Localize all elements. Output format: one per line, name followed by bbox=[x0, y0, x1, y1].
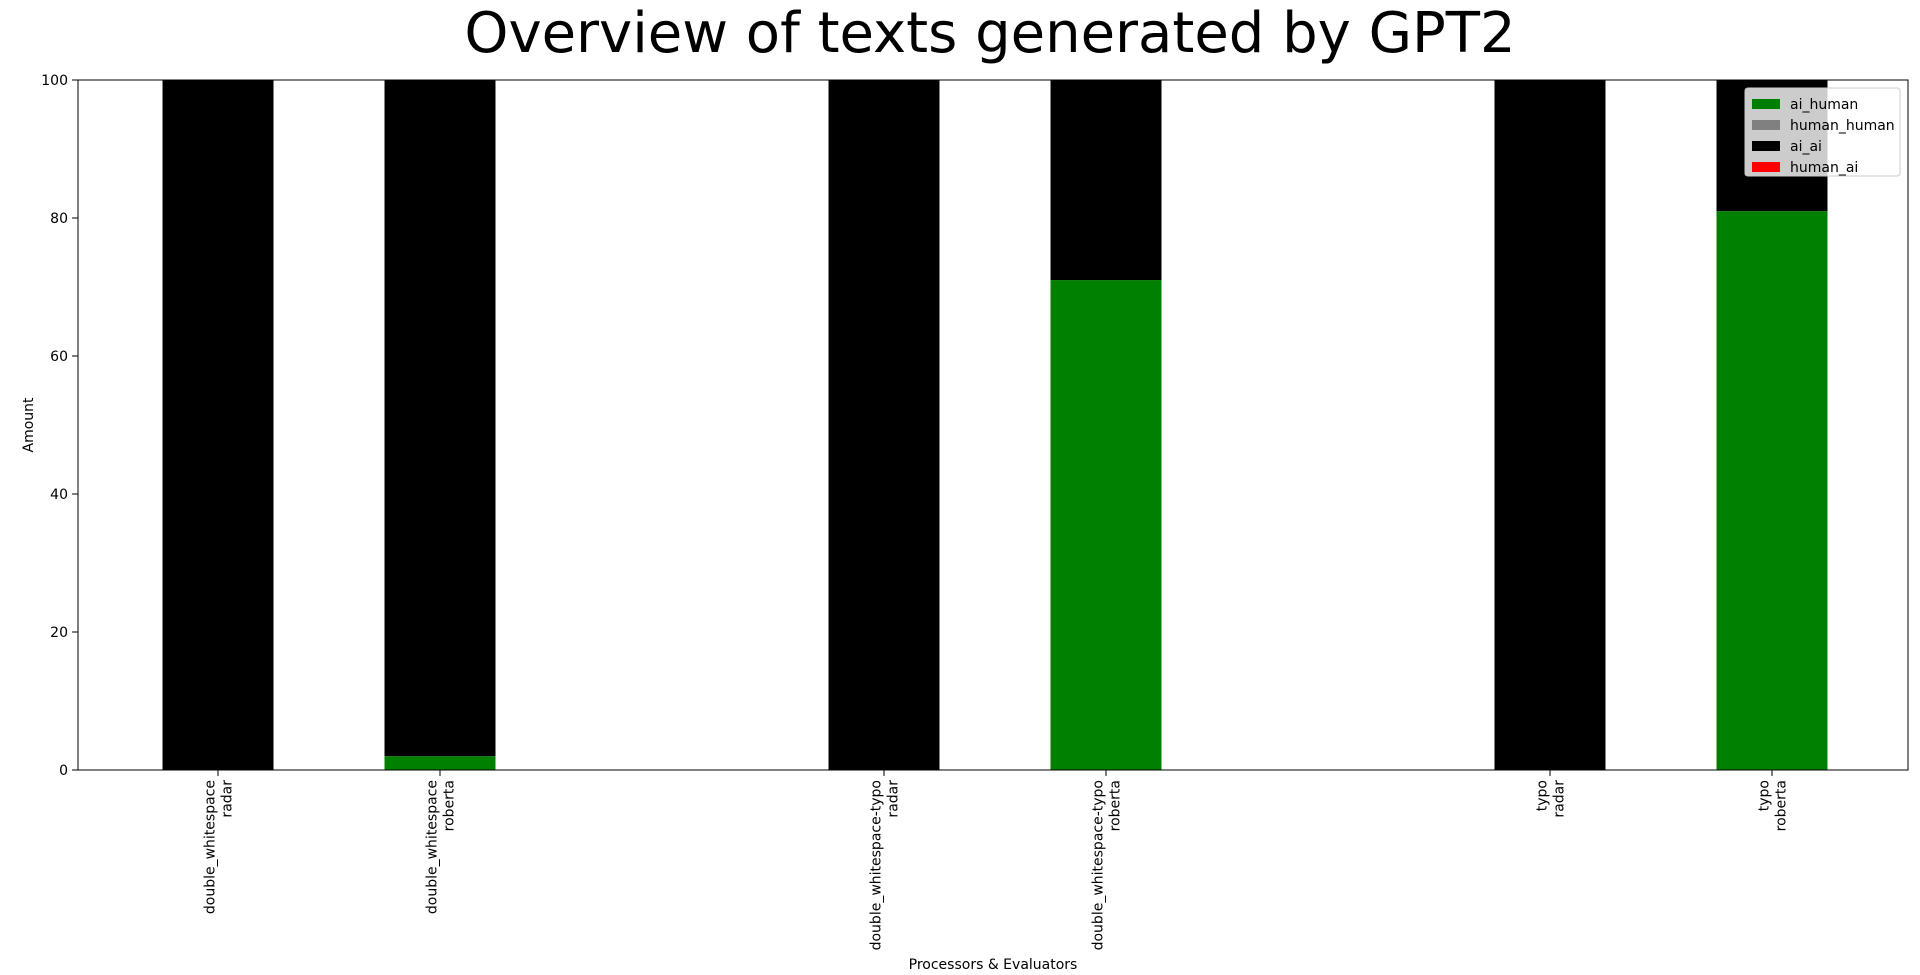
x-tick-label-line: roberta bbox=[1108, 780, 1124, 831]
x-tick-label: double_whitespace roberta bbox=[425, 780, 458, 914]
bar-ai_ai-2 bbox=[828, 80, 940, 770]
y-tick-label: 20 bbox=[50, 625, 68, 641]
y-tick-label: 60 bbox=[50, 349, 68, 365]
bar-ai_human-5 bbox=[1716, 211, 1828, 771]
legend-label-ai_human: ai_human bbox=[1790, 97, 1858, 113]
x-tick-label-line: double_whitespace-typo bbox=[1091, 780, 1107, 950]
legend-swatch-ai_human bbox=[1752, 99, 1780, 109]
bar-ai_ai-1 bbox=[384, 80, 496, 757]
bar-ai_ai-4 bbox=[1494, 80, 1606, 770]
legend-swatch-human_ai bbox=[1752, 162, 1780, 172]
x-tick-label-line: double_whitespace-typo bbox=[869, 780, 885, 950]
x-tick-label-line: radar bbox=[886, 780, 902, 818]
x-axis-label: Processors & Evaluators bbox=[909, 957, 1078, 973]
legend-swatch-ai_ai bbox=[1752, 141, 1780, 151]
legend-swatch-human_human bbox=[1752, 120, 1780, 130]
bars-layer bbox=[162, 80, 1828, 771]
x-tick-label-line: typo bbox=[1757, 780, 1773, 811]
y-tick-label: 0 bbox=[59, 763, 68, 779]
y-axis-label: Amount bbox=[21, 397, 37, 453]
x-tick-label-line: radar bbox=[1552, 780, 1568, 818]
x-tick-label-line: double_whitespace bbox=[425, 780, 441, 914]
x-axis: double_whitespace radar double_whitespace r… bbox=[203, 770, 1790, 950]
x-tick-label-line: roberta bbox=[1774, 780, 1790, 831]
y-tick-label: 80 bbox=[50, 211, 68, 227]
x-tick-label-line: roberta bbox=[442, 780, 458, 831]
bar-ai_human-1 bbox=[384, 756, 496, 770]
y-tick-label: 100 bbox=[41, 73, 68, 89]
x-tick-label-line: typo bbox=[1535, 780, 1551, 811]
x-tick-label-line: radar bbox=[220, 780, 236, 818]
bar-ai_ai-3 bbox=[1050, 80, 1162, 281]
legend-label-human_ai: human_ai bbox=[1790, 160, 1858, 176]
x-tick-label: typo radar bbox=[1535, 780, 1568, 818]
legend-label-ai_ai: ai_ai bbox=[1790, 139, 1822, 155]
y-axis: 0 20 40 60 80 100 bbox=[41, 73, 78, 779]
x-tick-label-line: double_whitespace bbox=[203, 780, 219, 914]
x-tick-label: double_whitespace-typo radar bbox=[869, 780, 902, 951]
bar-ai_human-3 bbox=[1050, 280, 1162, 770]
y-tick-label: 40 bbox=[50, 487, 68, 503]
legend-box bbox=[1744, 87, 1901, 177]
x-tick-label: double_whitespace radar bbox=[203, 780, 236, 914]
bar-ai_ai-0 bbox=[162, 80, 274, 770]
plot-frame bbox=[77, 79, 1909, 771]
chart-title: Overview of texts generated by GPT2 bbox=[464, 1, 1515, 66]
x-tick-label: double_whitespace-typo roberta bbox=[1091, 780, 1124, 950]
x-tick-label: typo roberta bbox=[1757, 780, 1790, 831]
legend-label-human_human: human_human bbox=[1790, 118, 1895, 134]
legend: ai_human human_human ai_ai human_ai bbox=[1744, 87, 1901, 177]
